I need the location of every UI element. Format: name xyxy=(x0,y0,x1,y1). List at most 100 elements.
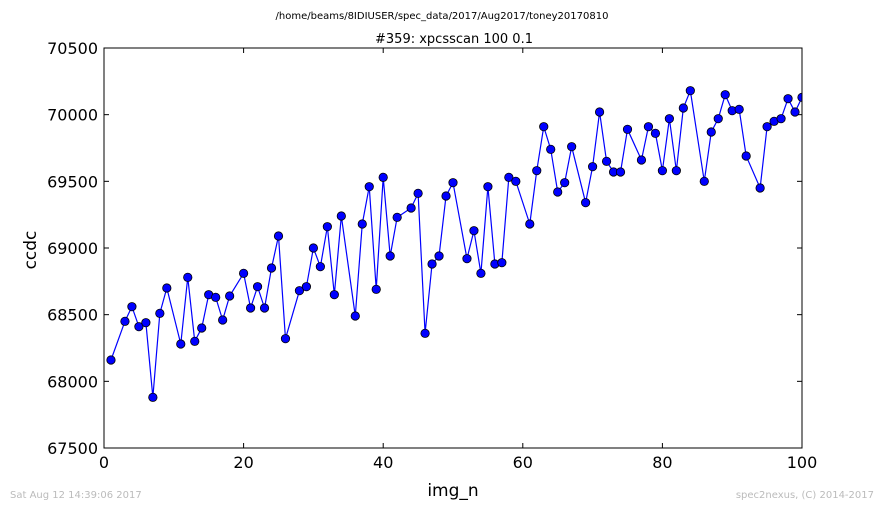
data-point xyxy=(392,212,402,222)
data-point xyxy=(162,283,172,293)
data-point xyxy=(636,155,647,165)
data-point xyxy=(762,122,772,132)
data-point xyxy=(245,303,256,313)
x-tick-label: 0 xyxy=(99,453,109,472)
data-point xyxy=(371,284,381,294)
data-point xyxy=(462,254,472,264)
data-point xyxy=(336,211,346,221)
data-point xyxy=(483,182,493,192)
data-point xyxy=(127,302,137,312)
x-tick-label: 40 xyxy=(373,453,393,472)
data-point xyxy=(532,166,542,176)
data-point xyxy=(364,182,374,192)
y-tick-label: 69500 xyxy=(47,172,98,191)
data-point xyxy=(315,262,325,272)
data-point xyxy=(601,156,612,166)
data-point xyxy=(699,176,709,186)
data-point xyxy=(567,142,577,152)
data-point xyxy=(622,124,633,134)
data-point xyxy=(420,328,430,338)
data-point xyxy=(385,251,395,261)
y-tick-label: 67500 xyxy=(47,439,98,458)
data-point xyxy=(406,203,416,213)
data-point xyxy=(106,355,116,365)
data-point xyxy=(301,282,312,292)
data-point xyxy=(671,166,681,176)
figure-suptitle: /home/beams/8IDIUSER/spec_data/2017/Aug2… xyxy=(276,11,609,22)
data-point xyxy=(427,259,437,269)
y-tick-label: 68500 xyxy=(47,306,98,325)
axes-frame xyxy=(103,47,803,449)
y-tick-label: 68000 xyxy=(47,372,98,391)
data-point xyxy=(308,243,318,253)
data-point xyxy=(413,188,423,198)
data-point xyxy=(594,107,605,117)
data-point xyxy=(776,114,786,124)
data-point xyxy=(357,219,367,229)
data-point xyxy=(141,318,151,328)
data-point xyxy=(587,162,598,172)
data-point xyxy=(511,176,521,186)
data-point xyxy=(329,290,339,300)
y-tick-label: 70500 xyxy=(47,39,98,58)
data-point xyxy=(448,178,458,188)
data-point xyxy=(197,323,207,333)
data-point xyxy=(176,339,186,349)
data-point xyxy=(525,219,535,229)
data-point xyxy=(120,316,130,326)
data-point xyxy=(148,392,158,402)
data-point xyxy=(560,178,570,188)
data-point xyxy=(476,268,486,278)
data-point xyxy=(553,187,563,197)
data-point xyxy=(643,122,654,132)
data-point xyxy=(252,282,263,292)
data-point xyxy=(190,336,200,346)
data-point xyxy=(239,268,249,278)
data-point xyxy=(741,151,751,161)
y-tick-label: 69000 xyxy=(47,239,98,258)
x-axis-label: img_n xyxy=(427,481,478,501)
data-point xyxy=(706,127,716,137)
axis-ticks: 0 20 40 60 80 100 67500 68000 68500 69000 69500 700… xyxy=(47,39,817,472)
data-point xyxy=(280,334,291,344)
x-tick-label: 60 xyxy=(513,453,533,472)
footer-credit: spec2nexus, (C) 2014-2017 xyxy=(736,490,874,501)
data-point xyxy=(225,291,235,301)
data-point xyxy=(664,114,674,124)
data-point xyxy=(783,94,793,104)
x-tick-label: 80 xyxy=(652,453,672,472)
data-point xyxy=(650,128,661,138)
plot-area: 0 20 40 60 80 100 67500 68000 68500 69000 69500 700… xyxy=(47,39,817,472)
data-point xyxy=(469,226,479,236)
y-tick-label: 70000 xyxy=(47,106,98,125)
data-point xyxy=(504,172,514,182)
data-point xyxy=(657,166,668,176)
data-point xyxy=(266,263,277,273)
data-point xyxy=(755,183,765,193)
data-point xyxy=(497,258,507,268)
data-point xyxy=(790,107,800,117)
data-point xyxy=(183,272,193,282)
footer-timestamp: Sat Aug 12 14:39:06 2017 xyxy=(10,490,142,501)
data-point xyxy=(322,222,332,232)
data-point xyxy=(378,172,388,182)
chart-title: #359: xpcsscan 100 0.1 xyxy=(375,32,533,47)
data-point xyxy=(441,191,451,201)
data-point xyxy=(678,103,688,113)
data-point xyxy=(546,144,556,154)
y-axis-label: ccdc xyxy=(21,231,41,270)
x-tick-label: 100 xyxy=(787,453,818,472)
data-point xyxy=(734,104,744,114)
data-point xyxy=(350,311,360,321)
data-point xyxy=(259,303,270,313)
data-point xyxy=(539,122,549,132)
data-point xyxy=(134,322,144,332)
series-group xyxy=(106,86,802,402)
data-point xyxy=(685,86,695,96)
x-tick-label: 20 xyxy=(233,453,253,472)
data-point xyxy=(211,292,221,302)
series-line xyxy=(110,88,802,398)
data-point xyxy=(713,114,723,124)
